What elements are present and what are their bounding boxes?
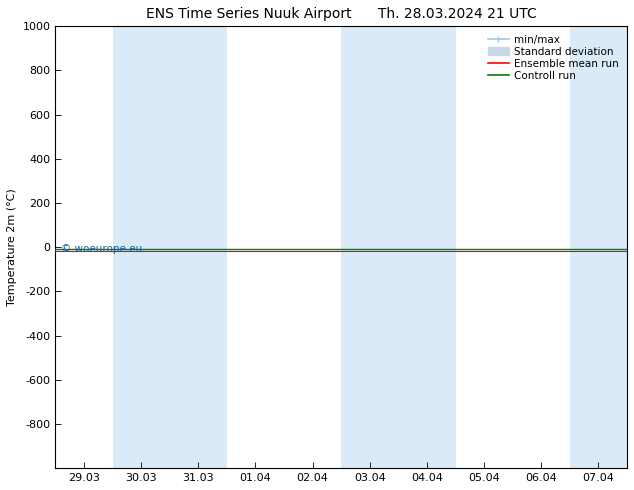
Legend: min/max, Standard deviation, Ensemble mean run, Controll run: min/max, Standard deviation, Ensemble me… <box>485 31 622 84</box>
Bar <box>341 26 398 468</box>
Bar <box>398 26 456 468</box>
Title: ENS Time Series Nuuk Airport      Th. 28.03.2024 21 UTC: ENS Time Series Nuuk Airport Th. 28.03.2… <box>146 7 536 21</box>
Bar <box>112 26 170 468</box>
Text: © woeurope.eu: © woeurope.eu <box>61 245 142 254</box>
Bar <box>170 26 227 468</box>
Y-axis label: Temperature 2m (°C): Temperature 2m (°C) <box>7 188 17 306</box>
Bar <box>570 26 627 468</box>
